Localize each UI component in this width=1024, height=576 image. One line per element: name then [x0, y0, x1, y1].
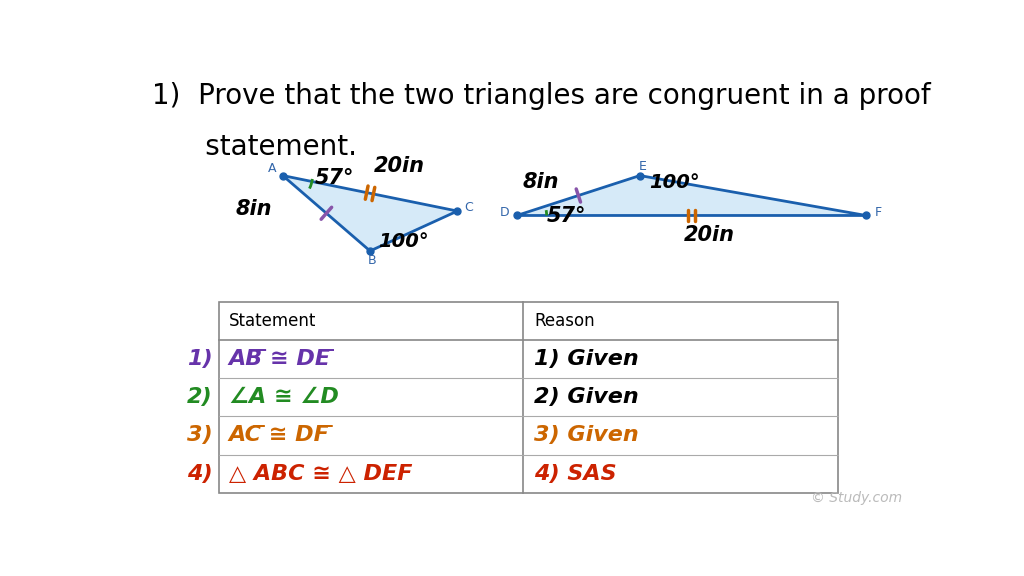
Text: statement.: statement. — [152, 134, 356, 161]
Text: E: E — [638, 160, 646, 173]
Polygon shape — [517, 176, 866, 215]
Text: © Study.com: © Study.com — [811, 491, 902, 505]
Text: 100°: 100° — [378, 232, 429, 251]
Text: 1): 1) — [187, 349, 213, 369]
Text: 57°: 57° — [314, 168, 354, 188]
Text: 3) Given: 3) Given — [535, 426, 639, 445]
Text: 20in: 20in — [684, 225, 734, 245]
Text: ∠A ≅ ∠D: ∠A ≅ ∠D — [228, 387, 339, 407]
Text: 100°: 100° — [649, 173, 700, 192]
Text: 1) Given: 1) Given — [535, 349, 639, 369]
Text: AB̅ ≅ DE̅: AB̅ ≅ DE̅ — [228, 349, 331, 369]
Text: 2): 2) — [187, 387, 213, 407]
Text: C: C — [464, 201, 473, 214]
Text: B: B — [368, 254, 376, 267]
Text: △ ABC ≅ △ DEF: △ ABC ≅ △ DEF — [228, 464, 413, 484]
Text: 57°: 57° — [547, 206, 587, 226]
Text: 20in: 20in — [374, 156, 425, 176]
Polygon shape — [283, 176, 458, 251]
Text: Statement: Statement — [228, 312, 316, 330]
Text: 1)  Prove that the two triangles are congruent in a proof: 1) Prove that the two triangles are cong… — [152, 82, 931, 111]
Text: 8in: 8in — [523, 172, 559, 192]
Text: D: D — [500, 206, 509, 219]
Text: F: F — [876, 206, 883, 219]
Text: 3): 3) — [187, 426, 213, 445]
Text: Reason: Reason — [535, 312, 595, 330]
Text: 4) SAS: 4) SAS — [535, 464, 617, 484]
Text: AC̅ ≅ DF̅: AC̅ ≅ DF̅ — [228, 426, 330, 445]
Text: 4): 4) — [187, 464, 213, 484]
Text: 8in: 8in — [236, 199, 271, 219]
Text: 2) Given: 2) Given — [535, 387, 639, 407]
Text: A: A — [268, 161, 276, 175]
Bar — [219, 302, 839, 492]
